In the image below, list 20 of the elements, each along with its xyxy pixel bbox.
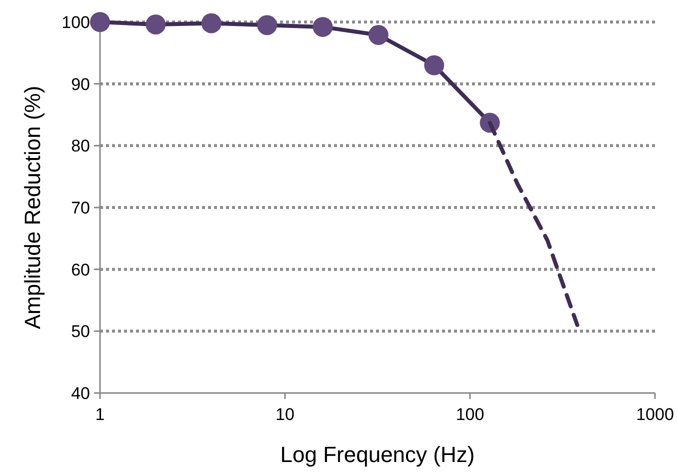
point (146, 14, 166, 34)
y-axis-title: Amplitude Reduction (%) (20, 86, 45, 330)
x-tick-label: 1 (95, 405, 105, 424)
point (90, 12, 110, 32)
point (312, 16, 333, 37)
x-tick-label: 10 (276, 405, 294, 424)
point (368, 24, 388, 45)
x-tick-label: 1000 (636, 405, 674, 424)
y-tick-label: 40 (71, 384, 90, 403)
y-tick-label: 100 (62, 12, 90, 32)
y-tick-label: 70 (71, 198, 90, 218)
point (424, 55, 444, 76)
x-tick-label: 100 (456, 405, 484, 424)
y-tick-label: 80 (71, 136, 90, 156)
x-axis-title: Log Frequency (Hz) (280, 442, 475, 467)
y-tick-label: 90 (71, 74, 90, 94)
y-tick-label: 60 (71, 260, 90, 280)
point (257, 15, 278, 36)
y-tick-label: 50 (71, 322, 90, 342)
point (201, 13, 222, 34)
